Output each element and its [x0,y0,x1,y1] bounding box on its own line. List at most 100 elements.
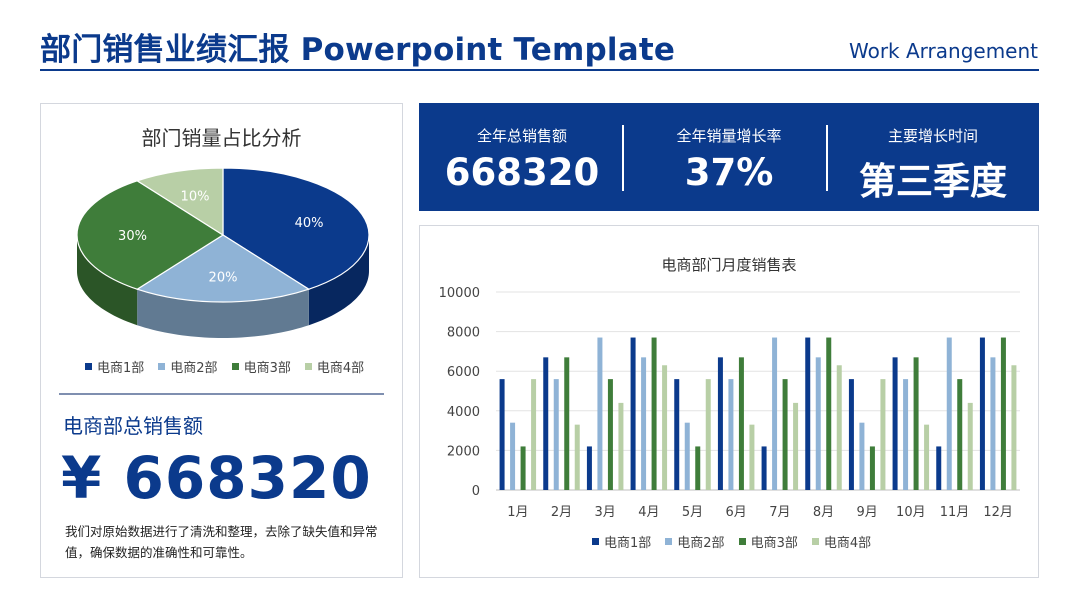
x-tick-label: 3月 [595,505,616,520]
kpi-growth-rate: 全年销量增长率 37% [626,103,832,211]
kpi-value: 37% [684,151,774,194]
section-divider [59,393,384,395]
bar [705,379,711,490]
bar [717,357,723,490]
pie-data-labels: 40% 20% 30% 10% [118,190,324,286]
legend-swatch [85,363,92,370]
bar [651,337,657,490]
bar [499,379,505,490]
bar [738,357,744,490]
pie-chart: 40% 20% 30% 10% [76,167,370,338]
bar [805,337,811,490]
bar-chart: 0 2000 4000 6000 8000 10000 1月 2月 3月 4月 5月 6月 7月 8月 9月… [439,286,1020,520]
bar [630,337,636,490]
kpi-banner: 全年总销售额 668320 全年销量增长率 37% 主要增长时间 第三季度 [419,103,1039,211]
bar [836,365,842,490]
bar [574,424,580,490]
bar [761,446,767,490]
bar [1011,365,1017,490]
bar [641,357,647,490]
legend-label: 电商4部 [316,361,365,376]
bar [520,446,526,490]
bar [967,402,973,490]
bar [543,357,549,490]
bar [913,357,919,490]
kpi-value: 668320 [444,151,600,194]
kpi-label: 全年总销售额 [476,127,567,145]
legend-item: 电商4部 [304,357,365,376]
y-tick-label: 4000 [447,405,480,420]
legend-item: 电商1部 [85,357,144,376]
bar [772,337,778,490]
bar-legend: 电商1部 电商2部 电商3部 电商4部 [592,532,885,551]
legend-label: 电商2部 [170,361,218,376]
y-tick-label: 2000 [447,444,480,459]
bar [793,402,799,490]
x-tick-labels: 1月 2月 3月 4月 5月 6月 7月 8月 9月 10月 11月 12月 [507,505,1013,520]
x-tick-label: 6月 [726,505,747,520]
legend-label: 电商1部 [97,361,145,376]
bar [597,337,603,490]
y-tick-labels: 0 2000 4000 6000 8000 10000 [439,286,480,499]
legend-label: 电商4部 [823,536,872,551]
bar [946,337,952,490]
x-tick-label: 8月 [813,505,834,520]
pie-slice-1 [222,167,370,290]
x-tick-label: 2月 [551,505,572,520]
bar-gridlines [496,291,1020,491]
page-title: 部门销售业绩汇报 Powerpoint Template [40,32,676,68]
legend-swatch [811,538,819,545]
legend-swatch [231,363,239,370]
bar [979,337,985,490]
pie-slice-side [308,235,369,326]
kpi-label: 主要增长时间 [887,127,978,145]
pie-slice-side [137,289,309,338]
bar-marks [499,337,1017,490]
bar-chart-panel: 电商部门月度销售表 0 2000 4000 6000 8000 10000 1月 2月 3月 4月… [419,225,1039,578]
kpi-growth-period: 主要增长时间 第三季度 [830,103,1036,211]
bar [674,379,680,490]
total-sales-value: ¥ 668320 [61,444,372,512]
legend-item: 电商2部 [665,532,725,551]
pie-slice-side [77,235,138,326]
bar [1000,337,1006,490]
x-tick-label: 11月 [940,505,970,520]
bar [957,379,963,490]
bar [553,379,559,490]
legend-item: 电商3部 [231,357,291,376]
x-tick-label: 1月 [507,505,528,520]
pie-data-label: 30% [118,229,147,244]
x-tick-label: 12月 [983,505,1013,520]
legend-swatch [738,538,746,545]
legend-swatch [592,538,599,545]
legend-swatch [665,538,673,545]
legend-item: 电商2部 [158,357,218,376]
bar [990,357,996,490]
pie-data-label: 10% [181,190,210,205]
y-tick-label: 0 [472,484,480,499]
x-tick-label: 5月 [682,505,703,520]
x-tick-label: 10月 [896,505,926,520]
kpi-annual-sales: 全年总销售额 668320 [419,103,625,211]
bar [749,424,755,490]
pie-slice-3 [76,180,225,290]
pie-legend: 电商1部 电商2部 电商3部 电商4部 [85,357,378,376]
bar [880,379,886,490]
legend-swatch [158,363,166,370]
legend-label: 电商2部 [677,536,725,551]
x-tick-label: 4月 [638,505,659,520]
pie-data-label: 20% [209,271,238,286]
legend-item: 电商1部 [592,532,651,551]
bar [564,357,570,490]
pie-slices [76,167,370,303]
pie-slice-2 [135,234,311,303]
legend-label: 电商1部 [604,536,652,551]
y-tick-label: 8000 [447,326,480,341]
bar [936,446,942,490]
pie-side-walls [77,235,369,338]
bar-chart-title: 电商部门月度销售表 [661,256,797,274]
kpi-value: 第三季度 [859,160,1007,203]
y-tick-label: 10000 [439,286,480,301]
bar [869,446,875,490]
total-sales-label: 电商部总销售额 [63,414,203,438]
